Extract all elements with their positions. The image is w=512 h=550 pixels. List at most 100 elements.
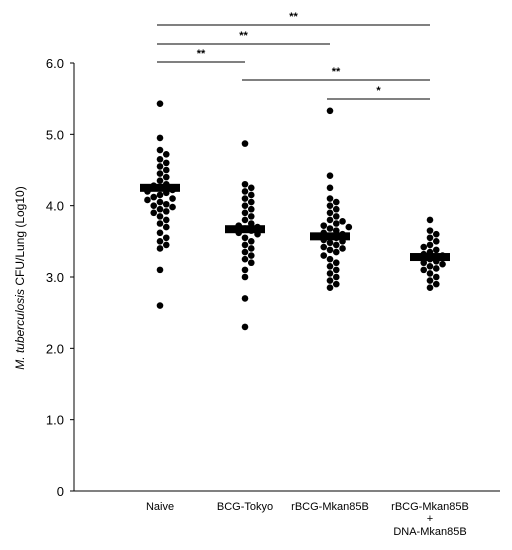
data-point bbox=[326, 202, 334, 209]
data-point bbox=[247, 259, 255, 267]
data-point bbox=[247, 205, 255, 213]
data-point bbox=[426, 270, 434, 277]
data-point bbox=[247, 238, 255, 245]
data-point bbox=[439, 260, 446, 268]
data-point bbox=[345, 223, 353, 231]
data-point bbox=[332, 280, 340, 288]
data-point bbox=[420, 259, 428, 267]
data-point bbox=[169, 195, 176, 202]
data-point bbox=[426, 227, 434, 234]
data-point bbox=[320, 243, 328, 251]
data-point bbox=[156, 266, 164, 274]
data-point bbox=[156, 191, 164, 199]
data-point bbox=[162, 216, 170, 224]
x-category-label: BCG-Tokyo bbox=[217, 501, 273, 513]
data-point bbox=[332, 259, 340, 267]
data-point bbox=[156, 238, 164, 245]
data-point bbox=[241, 209, 249, 217]
data-point bbox=[241, 140, 249, 147]
data-point bbox=[326, 270, 334, 277]
y-tick-label: 6.0 bbox=[46, 56, 64, 71]
data-point bbox=[326, 209, 334, 217]
x-category-label: DNA-Mkan85B bbox=[393, 526, 466, 538]
data-point bbox=[326, 172, 334, 180]
data-point bbox=[150, 209, 158, 217]
y-axis-label: M. tuberculosis CFU/Lung (Log10) bbox=[13, 186, 27, 369]
data-point bbox=[162, 200, 170, 208]
data-point bbox=[426, 284, 434, 292]
data-point bbox=[247, 245, 255, 252]
data-point bbox=[241, 248, 249, 256]
data-point bbox=[420, 243, 428, 251]
significance-label: ** bbox=[197, 48, 206, 60]
data-point bbox=[241, 216, 249, 224]
data-point bbox=[247, 184, 255, 192]
significance-label: ** bbox=[239, 30, 248, 42]
x-category-label: + bbox=[427, 513, 433, 525]
data-point bbox=[332, 205, 340, 213]
data-point bbox=[426, 263, 434, 270]
data-point bbox=[326, 284, 334, 292]
data-point bbox=[156, 302, 164, 309]
data-point bbox=[156, 156, 164, 163]
data-point bbox=[241, 202, 249, 209]
data-point bbox=[162, 173, 170, 181]
data-point bbox=[320, 252, 328, 259]
data-point bbox=[332, 273, 340, 281]
data-point bbox=[326, 195, 334, 202]
data-point bbox=[162, 151, 170, 158]
data-point bbox=[426, 216, 434, 224]
data-point bbox=[162, 241, 170, 249]
y-tick-label: 1.0 bbox=[46, 413, 64, 428]
data-point bbox=[144, 196, 151, 204]
significance-label: ** bbox=[289, 11, 298, 23]
y-tick-label: 5.0 bbox=[46, 127, 64, 142]
data-point bbox=[432, 280, 440, 288]
mean-bar bbox=[410, 253, 450, 262]
data-point bbox=[156, 205, 164, 213]
data-point bbox=[241, 241, 249, 249]
x-category-label: rBCG-Mkan85B bbox=[391, 501, 469, 513]
data-point bbox=[156, 170, 164, 177]
data-point bbox=[326, 225, 334, 232]
data-point bbox=[432, 246, 440, 254]
data-point bbox=[162, 234, 170, 242]
data-point bbox=[162, 159, 170, 167]
data-point bbox=[432, 265, 440, 272]
data-point bbox=[432, 238, 440, 245]
data-point bbox=[156, 100, 164, 107]
data-point bbox=[326, 246, 334, 254]
y-tick-label: 2.0 bbox=[46, 341, 64, 356]
significance-brackets: ********* bbox=[157, 11, 430, 100]
mean-bar bbox=[140, 183, 180, 192]
data-point bbox=[247, 220, 255, 227]
data-point bbox=[247, 198, 255, 206]
mean-bar bbox=[310, 232, 350, 241]
data-point bbox=[326, 239, 334, 247]
data-point bbox=[150, 202, 158, 209]
data-point bbox=[326, 263, 334, 270]
data-point bbox=[156, 163, 164, 170]
data-point bbox=[156, 245, 164, 252]
y-tick-label: 0 bbox=[57, 484, 64, 499]
data-point bbox=[432, 273, 440, 281]
data-point bbox=[241, 188, 249, 195]
axes: 0 1.0 2.0 3.0 4.0 5.0 6.0 Naive BCG-Tokyo rBCG-Mk… bbox=[46, 56, 500, 538]
x-category-label: Naive bbox=[146, 501, 174, 513]
y-axis-label-organism: M. tuberculosis bbox=[13, 289, 27, 370]
data-point bbox=[156, 229, 164, 237]
data-point bbox=[247, 213, 255, 220]
y-tick-label: 4.0 bbox=[46, 199, 64, 214]
data-point bbox=[241, 234, 249, 242]
data-point bbox=[241, 323, 249, 331]
data-point bbox=[156, 134, 164, 142]
data-point bbox=[156, 177, 164, 184]
data-point bbox=[332, 220, 340, 227]
data-point bbox=[332, 241, 340, 249]
x-category-label: rBCG-Mkan85B bbox=[291, 501, 369, 513]
data-point bbox=[332, 266, 340, 274]
data-point bbox=[339, 218, 346, 225]
data-point bbox=[241, 195, 249, 202]
data-point bbox=[156, 198, 164, 206]
mean-bar bbox=[225, 225, 265, 234]
